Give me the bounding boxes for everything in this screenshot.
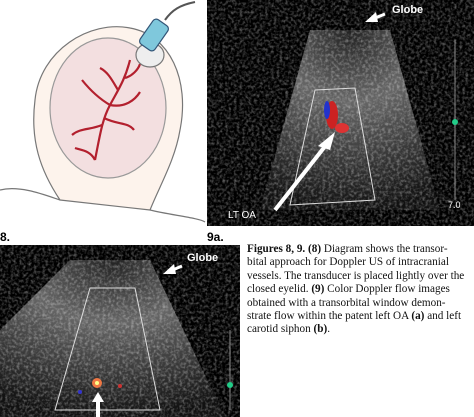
ultrasound-9a (207, 0, 474, 226)
caption-line: strate flow within the patent left OA (a… (247, 310, 472, 323)
caption: Figures 8, 9. (8) Diagram shows the tran… (247, 243, 472, 337)
caption-run: (8) (308, 243, 322, 255)
caption-line: bital approach for Doppler US of intracr… (247, 256, 472, 269)
caption-run: (b) (313, 323, 328, 336)
caption-run: . (327, 323, 330, 336)
caption-run: (a) (411, 310, 425, 323)
caption-line: vessels. The transducer is placed lightl… (247, 270, 472, 283)
caption-run: and left (424, 310, 462, 323)
caption-line: closed eyelid. (9) Color Doppler flow im… (247, 283, 472, 296)
globe-label: Globe (392, 4, 424, 16)
caption-run: Diagram shows the transor- (321, 243, 448, 255)
caption-run: vessels. The transducer is placed lightl… (247, 269, 465, 282)
globe-label: Globe (187, 252, 219, 264)
caption-run: bital approach for Doppler US of intracr… (247, 256, 449, 269)
figure-label: 8. (0, 230, 11, 244)
caption-run: closed eyelid. (247, 283, 312, 296)
caption-line: obtained with a transorbital window demo… (247, 297, 472, 310)
caption-run: carotid siphon (247, 323, 314, 336)
caption-run: strate flow within the patent left OA (247, 310, 412, 323)
ultrasound-9b (0, 245, 240, 417)
caption-run: (9) (311, 283, 325, 296)
figure-label: 9a. (207, 230, 224, 244)
caption-run: Figures 8, 9. (247, 243, 306, 255)
caption-run: Color Doppler flow images (324, 283, 450, 296)
caption-run: obtained with a transorbital window demo… (247, 296, 446, 309)
illustration (0, 0, 206, 226)
caption-line: Figures 8, 9. (8) Diagram shows the tran… (247, 243, 472, 256)
caption-line: carotid siphon (b). (247, 323, 472, 336)
scale-label: 7.0 (448, 200, 461, 210)
side-label: LT OA (228, 210, 256, 221)
